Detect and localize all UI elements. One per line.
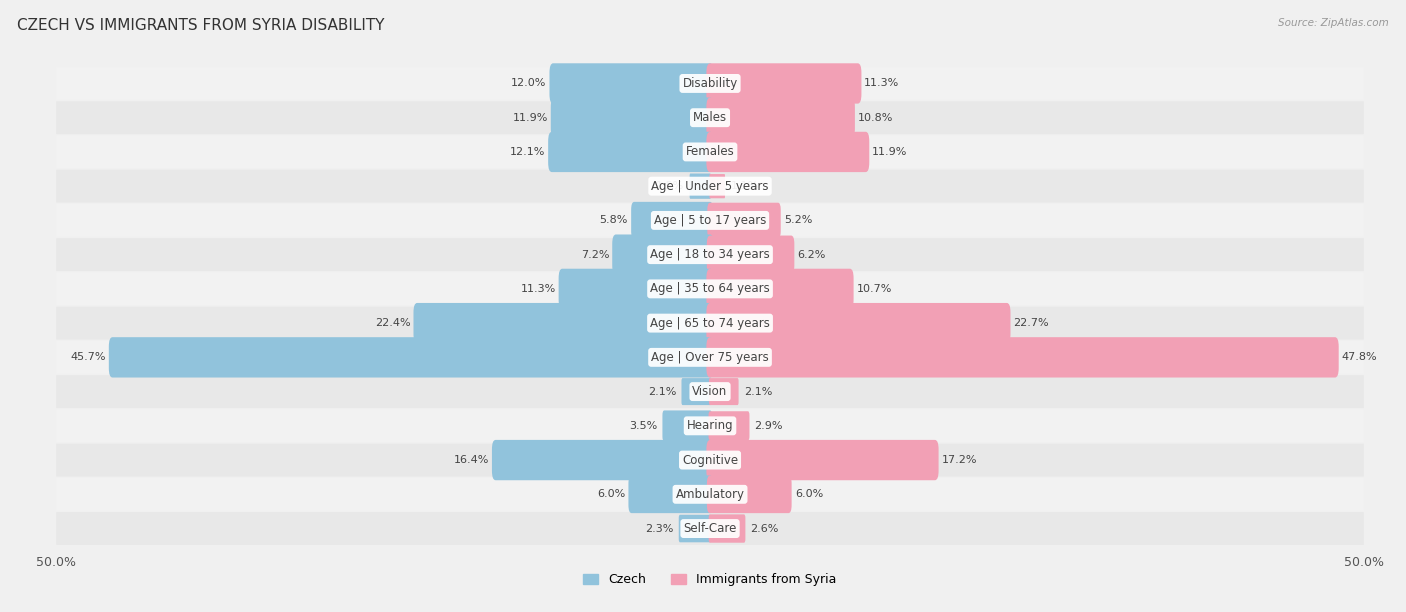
FancyBboxPatch shape (706, 440, 939, 480)
FancyBboxPatch shape (56, 409, 1364, 442)
Text: 11.9%: 11.9% (872, 147, 907, 157)
Legend: Czech, Immigrants from Syria: Czech, Immigrants from Syria (583, 573, 837, 586)
Text: 3.5%: 3.5% (630, 421, 658, 431)
Text: 45.7%: 45.7% (70, 353, 105, 362)
FancyBboxPatch shape (709, 514, 745, 543)
FancyBboxPatch shape (662, 411, 711, 441)
FancyBboxPatch shape (707, 203, 780, 238)
Text: 1.1%: 1.1% (731, 181, 759, 191)
FancyBboxPatch shape (706, 63, 862, 103)
Text: 2.1%: 2.1% (648, 387, 676, 397)
Text: 7.2%: 7.2% (581, 250, 609, 259)
FancyBboxPatch shape (56, 307, 1364, 340)
Text: Females: Females (686, 146, 734, 159)
Text: Self-Care: Self-Care (683, 522, 737, 535)
Text: 2.3%: 2.3% (645, 523, 673, 534)
FancyBboxPatch shape (706, 132, 869, 172)
Text: Disability: Disability (682, 77, 738, 90)
Text: Age | 65 to 74 years: Age | 65 to 74 years (650, 316, 770, 330)
Text: 11.3%: 11.3% (520, 284, 555, 294)
Text: 6.2%: 6.2% (797, 250, 825, 259)
Text: 22.4%: 22.4% (375, 318, 411, 328)
FancyBboxPatch shape (56, 478, 1364, 511)
FancyBboxPatch shape (551, 97, 714, 138)
FancyBboxPatch shape (679, 515, 711, 542)
FancyBboxPatch shape (492, 440, 714, 480)
Text: 10.8%: 10.8% (858, 113, 893, 122)
FancyBboxPatch shape (56, 238, 1364, 271)
FancyBboxPatch shape (56, 444, 1364, 477)
FancyBboxPatch shape (706, 337, 1339, 378)
FancyBboxPatch shape (56, 101, 1364, 134)
Text: Age | 5 to 17 years: Age | 5 to 17 years (654, 214, 766, 227)
FancyBboxPatch shape (56, 512, 1364, 545)
FancyBboxPatch shape (56, 67, 1364, 100)
FancyBboxPatch shape (709, 378, 738, 405)
FancyBboxPatch shape (689, 173, 711, 199)
Text: 17.2%: 17.2% (942, 455, 977, 465)
FancyBboxPatch shape (709, 411, 749, 441)
FancyBboxPatch shape (682, 378, 711, 405)
FancyBboxPatch shape (550, 63, 714, 103)
Text: Source: ZipAtlas.com: Source: ZipAtlas.com (1278, 18, 1389, 28)
FancyBboxPatch shape (628, 476, 713, 513)
Text: 22.7%: 22.7% (1014, 318, 1049, 328)
Text: 12.1%: 12.1% (510, 147, 546, 157)
Text: CZECH VS IMMIGRANTS FROM SYRIA DISABILITY: CZECH VS IMMIGRANTS FROM SYRIA DISABILIT… (17, 18, 384, 34)
Text: Age | Over 75 years: Age | Over 75 years (651, 351, 769, 364)
Text: 16.4%: 16.4% (454, 455, 489, 465)
FancyBboxPatch shape (56, 204, 1364, 237)
Text: Age | 18 to 34 years: Age | 18 to 34 years (650, 248, 770, 261)
Text: 47.8%: 47.8% (1341, 353, 1378, 362)
FancyBboxPatch shape (707, 476, 792, 513)
Text: Cognitive: Cognitive (682, 453, 738, 466)
FancyBboxPatch shape (706, 97, 855, 138)
Text: 2.9%: 2.9% (755, 421, 783, 431)
Text: 12.0%: 12.0% (512, 78, 547, 89)
Text: 2.6%: 2.6% (751, 523, 779, 534)
Text: 11.9%: 11.9% (513, 113, 548, 122)
FancyBboxPatch shape (548, 132, 714, 172)
Text: Vision: Vision (692, 385, 728, 398)
Text: Age | Under 5 years: Age | Under 5 years (651, 180, 769, 193)
Text: Males: Males (693, 111, 727, 124)
FancyBboxPatch shape (706, 303, 1011, 343)
FancyBboxPatch shape (707, 236, 794, 274)
Text: 5.8%: 5.8% (599, 215, 627, 225)
Text: 5.2%: 5.2% (785, 215, 813, 225)
FancyBboxPatch shape (631, 202, 713, 239)
FancyBboxPatch shape (413, 303, 714, 343)
FancyBboxPatch shape (56, 375, 1364, 408)
Text: 1.5%: 1.5% (655, 181, 683, 191)
FancyBboxPatch shape (56, 272, 1364, 305)
Text: 10.7%: 10.7% (856, 284, 891, 294)
FancyBboxPatch shape (56, 135, 1364, 168)
FancyBboxPatch shape (108, 337, 714, 378)
Text: Ambulatory: Ambulatory (675, 488, 745, 501)
Text: Age | 35 to 64 years: Age | 35 to 64 years (650, 282, 770, 296)
Text: 2.1%: 2.1% (744, 387, 772, 397)
FancyBboxPatch shape (706, 269, 853, 309)
FancyBboxPatch shape (612, 234, 714, 275)
FancyBboxPatch shape (56, 170, 1364, 203)
FancyBboxPatch shape (558, 269, 714, 309)
FancyBboxPatch shape (710, 174, 725, 198)
Text: 11.3%: 11.3% (865, 78, 900, 89)
FancyBboxPatch shape (56, 341, 1364, 374)
Text: 6.0%: 6.0% (596, 490, 626, 499)
Text: 6.0%: 6.0% (794, 490, 824, 499)
Text: Hearing: Hearing (686, 419, 734, 432)
